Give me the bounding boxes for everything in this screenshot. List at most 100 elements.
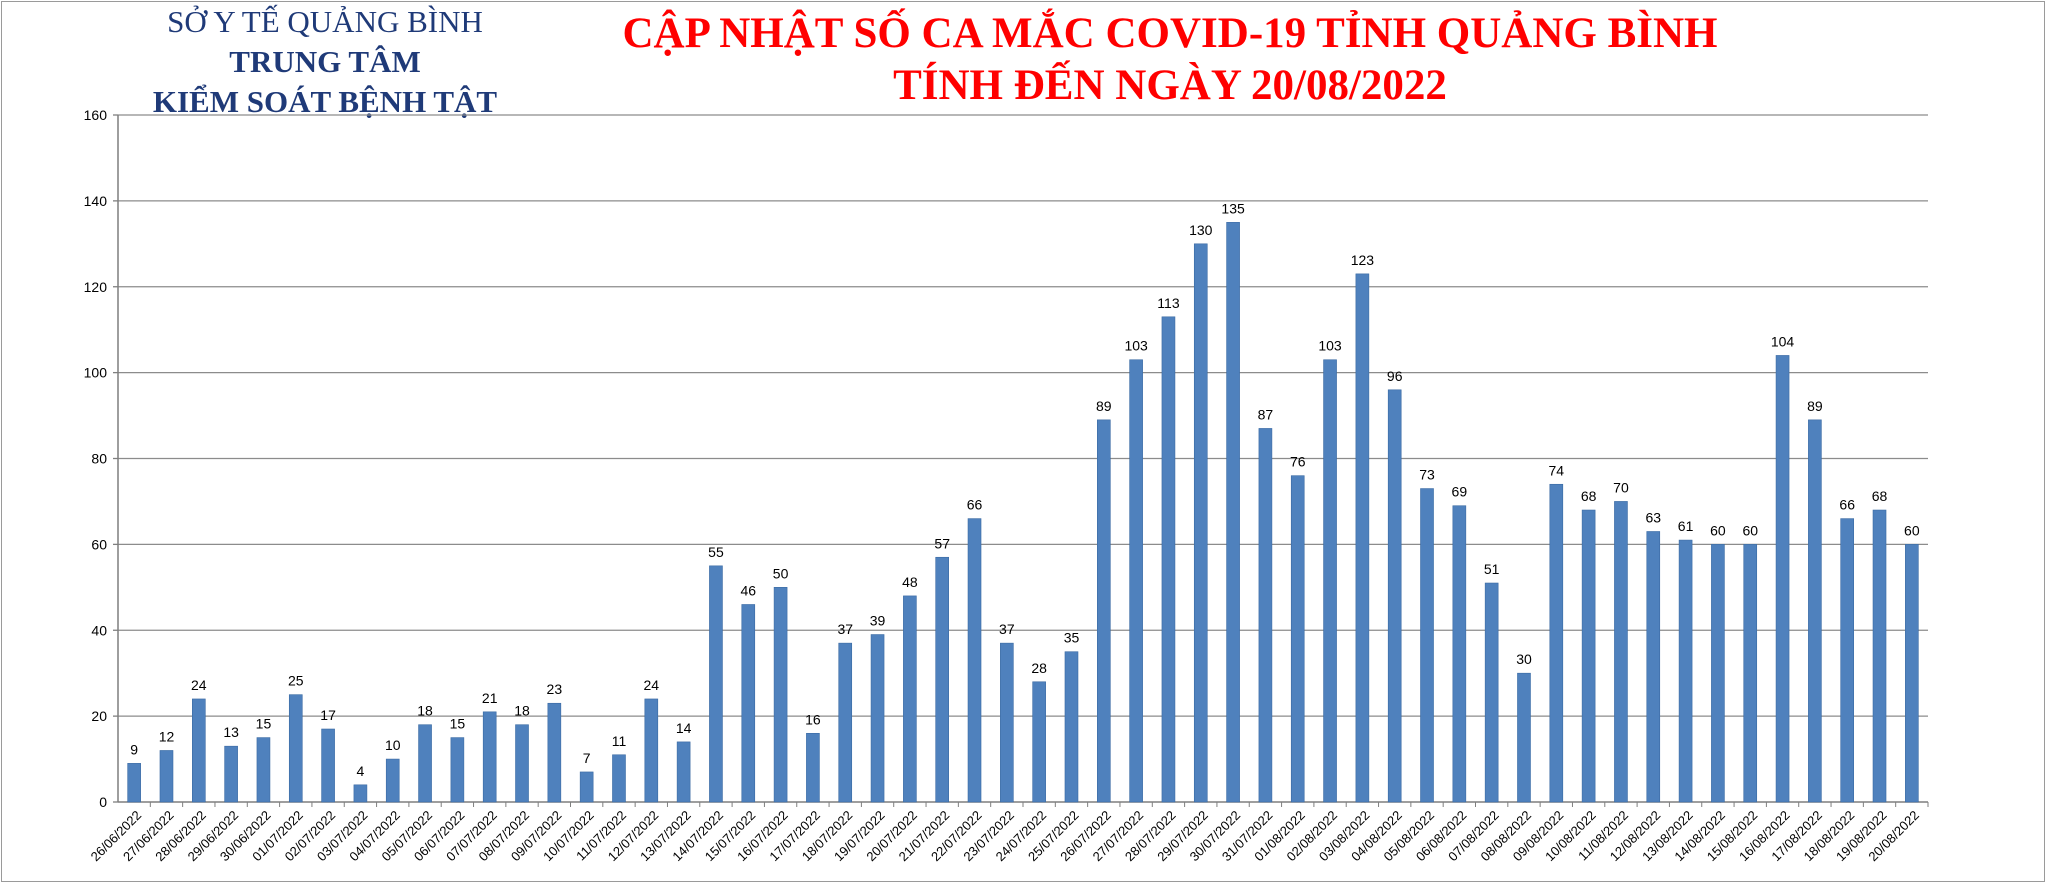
bar <box>288 694 303 803</box>
bar <box>192 698 206 803</box>
bar <box>1193 243 1208 803</box>
bar <box>1097 419 1111 803</box>
bar-value-label: 130 <box>1189 222 1213 238</box>
bar-value-label: 68 <box>1872 488 1888 504</box>
bar <box>773 587 788 803</box>
bar-value-label: 89 <box>1807 398 1823 414</box>
bar <box>159 750 174 803</box>
bar-value-label: 37 <box>837 621 853 637</box>
bar <box>1064 651 1079 803</box>
bar-value-label: 96 <box>1387 368 1403 384</box>
bar-value-label: 4 <box>357 763 365 779</box>
bar <box>676 741 691 803</box>
bar <box>418 724 432 803</box>
bar-value-label: 89 <box>1096 398 1112 414</box>
bar <box>1355 273 1370 803</box>
bar-value-label: 23 <box>547 681 563 697</box>
bar-value-label: 16 <box>805 711 821 727</box>
bar <box>870 634 885 803</box>
bar-value-label: 9 <box>130 741 138 757</box>
y-tick-label: 40 <box>91 622 107 638</box>
bar <box>1484 582 1499 803</box>
bar <box>1258 428 1273 803</box>
bar-value-label: 51 <box>1484 561 1500 577</box>
bar <box>1323 359 1337 803</box>
bar-value-label: 46 <box>740 582 756 598</box>
bar-value-label: 103 <box>1318 338 1342 354</box>
bar <box>127 763 141 803</box>
bar <box>903 595 917 803</box>
bar <box>1290 475 1305 803</box>
bar-value-label: 7 <box>583 750 591 766</box>
bar-value-label: 13 <box>223 724 239 740</box>
bar-value-label: 35 <box>1064 630 1080 646</box>
bar <box>1032 681 1046 803</box>
bar-value-label: 17 <box>320 707 336 723</box>
bar <box>612 754 626 803</box>
bar-value-label: 74 <box>1549 462 1565 478</box>
bar <box>838 642 853 803</box>
bar <box>515 724 529 803</box>
bar-value-label: 113 <box>1157 295 1180 311</box>
bar <box>1452 505 1467 803</box>
bar-value-label: 60 <box>1904 522 1920 538</box>
y-tick-label: 160 <box>84 107 108 123</box>
bar <box>1775 355 1790 803</box>
bar <box>1808 419 1822 803</box>
bar-value-label: 15 <box>256 716 272 732</box>
bar-value-label: 87 <box>1258 406 1274 422</box>
bar <box>1614 501 1628 803</box>
bar-value-label: 69 <box>1452 484 1468 500</box>
bar-value-label: 76 <box>1290 454 1306 470</box>
bar-value-label: 18 <box>417 703 433 719</box>
bar <box>806 732 820 803</box>
bar <box>967 518 982 803</box>
bar <box>482 711 497 803</box>
bar-value-label: 70 <box>1613 479 1629 495</box>
bar <box>1129 359 1143 803</box>
bar-value-label: 24 <box>644 677 660 693</box>
bar-value-label: 24 <box>191 677 207 693</box>
bar-value-label: 63 <box>1645 509 1661 525</box>
bar-value-label: 37 <box>999 621 1015 637</box>
y-tick-label: 20 <box>91 708 107 724</box>
org-name: SỞ Y TẾ QUẢNG BÌNH <box>167 4 483 39</box>
bar-value-label: 68 <box>1581 488 1597 504</box>
bar-value-label: 12 <box>159 728 175 744</box>
bar-value-label: 39 <box>870 613 886 629</box>
chart-subtitle: TÍNH ĐẾN NGÀY 20/08/2022 <box>893 62 1447 109</box>
bar <box>709 565 723 803</box>
bar-value-label: 73 <box>1419 467 1435 483</box>
bar-value-label: 50 <box>773 565 789 581</box>
bar-value-label: 25 <box>288 673 304 689</box>
bar-value-label: 10 <box>385 737 401 753</box>
bar <box>1646 531 1661 803</box>
bar <box>1000 642 1014 803</box>
bar <box>256 737 271 803</box>
y-tick-label: 100 <box>84 365 108 381</box>
org-department: KIỂM SOÁT BỆNH TẬT <box>152 84 498 119</box>
bar-value-label: 66 <box>1839 497 1855 513</box>
bar <box>644 698 659 803</box>
bar <box>1549 483 1564 803</box>
bar-value-label: 30 <box>1516 651 1532 667</box>
bar-value-label: 11 <box>612 733 627 749</box>
bar <box>741 604 756 803</box>
bar-value-label: 28 <box>1031 660 1047 676</box>
bar <box>1678 539 1693 803</box>
bar <box>1840 518 1854 803</box>
bar <box>1872 509 1887 803</box>
bar <box>935 556 949 803</box>
bar <box>224 745 238 803</box>
bar <box>1387 389 1402 803</box>
chart-title: CẬP NHẬT SỐ CA MẮC COVID-19 TỈNH QUẢNG B… <box>622 10 1718 57</box>
bar <box>547 702 562 803</box>
bar-value-label: 104 <box>1771 333 1795 349</box>
bar <box>1161 316 1176 803</box>
bar-value-label: 123 <box>1351 252 1375 268</box>
bar-value-label: 15 <box>450 716 466 732</box>
bar-value-label: 103 <box>1124 338 1148 354</box>
bar-value-label: 60 <box>1710 522 1726 538</box>
